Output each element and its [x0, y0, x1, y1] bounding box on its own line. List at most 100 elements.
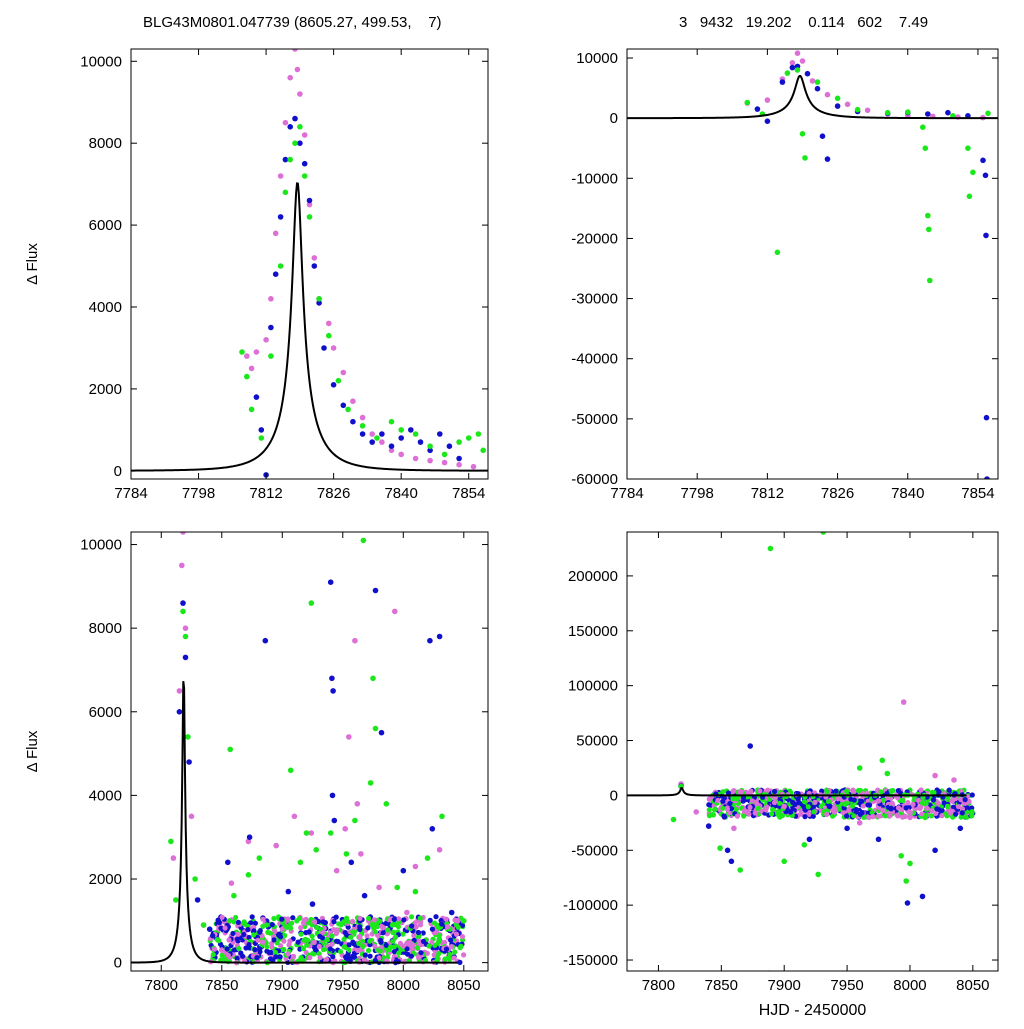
- x-tick-label: 7840: [384, 485, 417, 502]
- data-point: [427, 637, 433, 644]
- data-point: [219, 952, 225, 958]
- data-point: [856, 765, 863, 771]
- data-point: [919, 893, 926, 900]
- data-point: [806, 836, 813, 843]
- data-point: [170, 855, 177, 861]
- data-point: [412, 431, 419, 437]
- data-point: [918, 787, 924, 793]
- data-point: [875, 798, 882, 804]
- data-point: [771, 799, 778, 806]
- data-point: [243, 945, 249, 951]
- data-point: [306, 197, 313, 204]
- data-point: [180, 532, 186, 535]
- data-point: [794, 67, 801, 73]
- data-point: [461, 952, 467, 958]
- data-point: [295, 939, 301, 945]
- data-point: [769, 811, 775, 817]
- data-point: [287, 156, 294, 163]
- axes-frame: [130, 48, 489, 480]
- data-point: [889, 800, 895, 807]
- data-point: [983, 232, 989, 239]
- data-point: [933, 810, 939, 817]
- data-point: [895, 788, 902, 794]
- data-point: [285, 951, 291, 957]
- data-point: [842, 801, 848, 807]
- data-point: [844, 101, 851, 108]
- data-point: [248, 365, 255, 372]
- data-point: [317, 954, 323, 961]
- data-point: [392, 921, 398, 928]
- data-point: [379, 431, 385, 437]
- data-point: [447, 956, 453, 962]
- data-point: [904, 900, 911, 906]
- data-point: [180, 608, 186, 615]
- data-point: [744, 99, 751, 106]
- data-point: [179, 562, 185, 569]
- data-point: [721, 813, 727, 819]
- model-curve: [131, 182, 488, 472]
- data-point: [947, 808, 953, 814]
- data-point: [282, 119, 289, 126]
- data-point: [409, 923, 415, 929]
- data-point: [445, 924, 451, 930]
- x-tick-label: 7900: [768, 977, 801, 994]
- x-tick-label: 7950: [326, 977, 359, 994]
- data-point: [455, 924, 461, 930]
- data-point: [356, 940, 362, 947]
- data-point: [350, 418, 356, 425]
- data-point: [876, 813, 882, 819]
- data-point: [412, 863, 419, 870]
- data-point: [306, 201, 313, 208]
- axes-frame: [626, 48, 999, 480]
- x-tick-label: 7826: [821, 485, 854, 502]
- data-point: [757, 788, 763, 794]
- data-point: [369, 439, 376, 445]
- data-point: [456, 461, 462, 468]
- data-point: [264, 922, 270, 928]
- data-point: [416, 940, 422, 946]
- y-tick-label: 8000: [89, 620, 122, 637]
- data-point: [287, 767, 294, 774]
- y-tick-label: -100000: [563, 897, 618, 914]
- data-point: [311, 255, 318, 261]
- data-point: [280, 920, 286, 926]
- data-point: [358, 851, 364, 857]
- data-point: [420, 938, 427, 945]
- data-point: [268, 353, 274, 359]
- data-point: [777, 814, 783, 820]
- data-point: [254, 955, 260, 961]
- data-point: [357, 934, 363, 940]
- x-tick-label: 8050: [447, 977, 480, 994]
- data-point: [434, 924, 441, 930]
- data-point: [246, 942, 252, 948]
- data-point: [728, 806, 735, 812]
- data-point: [359, 414, 366, 421]
- data-point: [308, 830, 315, 836]
- x-tick-label: 7798: [182, 485, 215, 502]
- data-point: [388, 418, 395, 425]
- data-point: [367, 938, 373, 944]
- data-point: [851, 813, 857, 819]
- data-point: [282, 189, 289, 196]
- data-point: [212, 946, 218, 952]
- data-point: [226, 937, 232, 943]
- data-point: [801, 799, 808, 805]
- data-point: [815, 871, 821, 878]
- data-point: [245, 872, 252, 878]
- data-point: [231, 947, 238, 953]
- x-tick-label: 7812: [751, 485, 784, 502]
- data-point: [941, 800, 947, 806]
- data-point: [214, 937, 220, 943]
- data-point: [378, 937, 384, 944]
- data-point: [182, 633, 189, 640]
- data-point: [781, 858, 787, 865]
- data-point: [287, 74, 294, 81]
- data-point: [825, 798, 832, 805]
- data-point: [907, 860, 913, 867]
- data-point: [776, 800, 783, 806]
- data-point: [866, 814, 872, 820]
- data-point: [182, 625, 189, 631]
- data-point: [388, 447, 395, 454]
- data-point: [772, 788, 778, 795]
